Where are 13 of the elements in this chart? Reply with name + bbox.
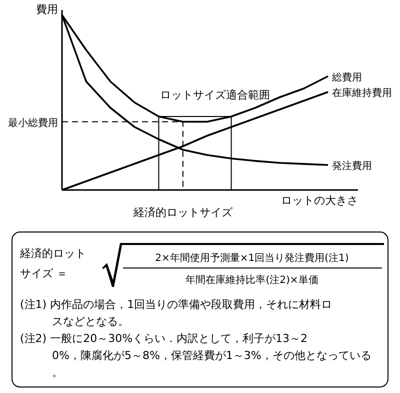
- x-axis-title: ロットの大きさ: [281, 194, 358, 207]
- text: 年間在庫維持比率(注2)×単価: [186, 274, 318, 286]
- y-axis-title: 費用: [36, 3, 58, 16]
- text: 経済的ロットサイズ ＝: [19, 247, 86, 280]
- text: 経済的ロットサイズ: [132, 206, 234, 219]
- annotation: ロットサイズ適合範囲: [160, 88, 270, 102]
- text: 最小総費用: [8, 116, 58, 129]
- text: 2×年間使用予測量×1回当り発注費用(注1): [155, 252, 349, 264]
- text: (注1) 内作品の場合，1回当りの準備や段取費用，それに材料ロスなどとなる。: [20, 298, 332, 328]
- text: (注2) 一般に20～30%くらい．内訳として，利子が13～20%，陳腐化が5～8%，保管経費が1～3%，その他となっている。: [20, 332, 372, 379]
- series-label: 総費用: [331, 71, 362, 84]
- series-label: 在庫維持費用: [332, 87, 392, 99]
- series-label: 発注費用: [332, 160, 372, 172]
